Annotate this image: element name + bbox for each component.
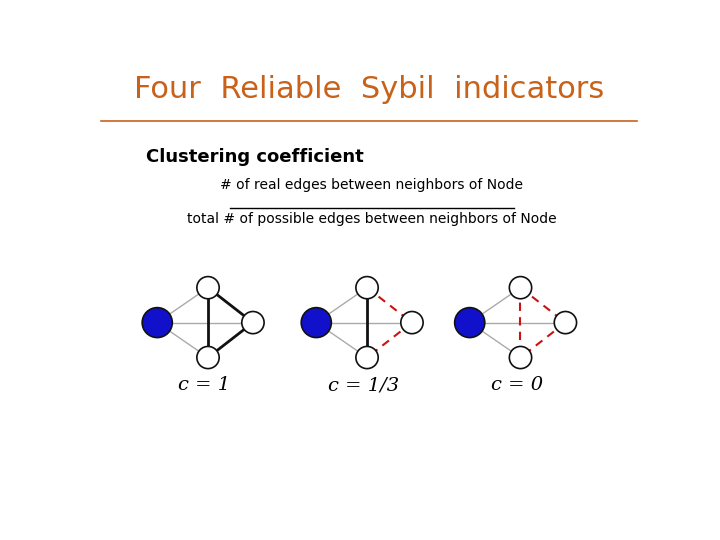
Text: total # of possible edges between neighbors of Node: total # of possible edges between neighb… <box>187 212 557 226</box>
Text: c = 1/3: c = 1/3 <box>328 376 399 394</box>
Ellipse shape <box>356 276 378 299</box>
Ellipse shape <box>142 308 172 338</box>
Ellipse shape <box>197 276 219 299</box>
Ellipse shape <box>509 276 531 299</box>
Ellipse shape <box>509 347 531 369</box>
Text: # of real edges between neighbors of Node: # of real edges between neighbors of Nod… <box>220 178 523 192</box>
Text: Clustering coefficient: Clustering coefficient <box>145 148 364 166</box>
Ellipse shape <box>401 312 423 334</box>
Text: c = 1: c = 1 <box>178 376 230 394</box>
Text: Four  Reliable  Sybil  indicators: Four Reliable Sybil indicators <box>134 75 604 104</box>
Text: c = 0: c = 0 <box>490 376 543 394</box>
Ellipse shape <box>242 312 264 334</box>
Ellipse shape <box>301 308 331 338</box>
Ellipse shape <box>554 312 577 334</box>
Ellipse shape <box>454 308 485 338</box>
Ellipse shape <box>356 347 378 369</box>
Ellipse shape <box>197 347 219 369</box>
